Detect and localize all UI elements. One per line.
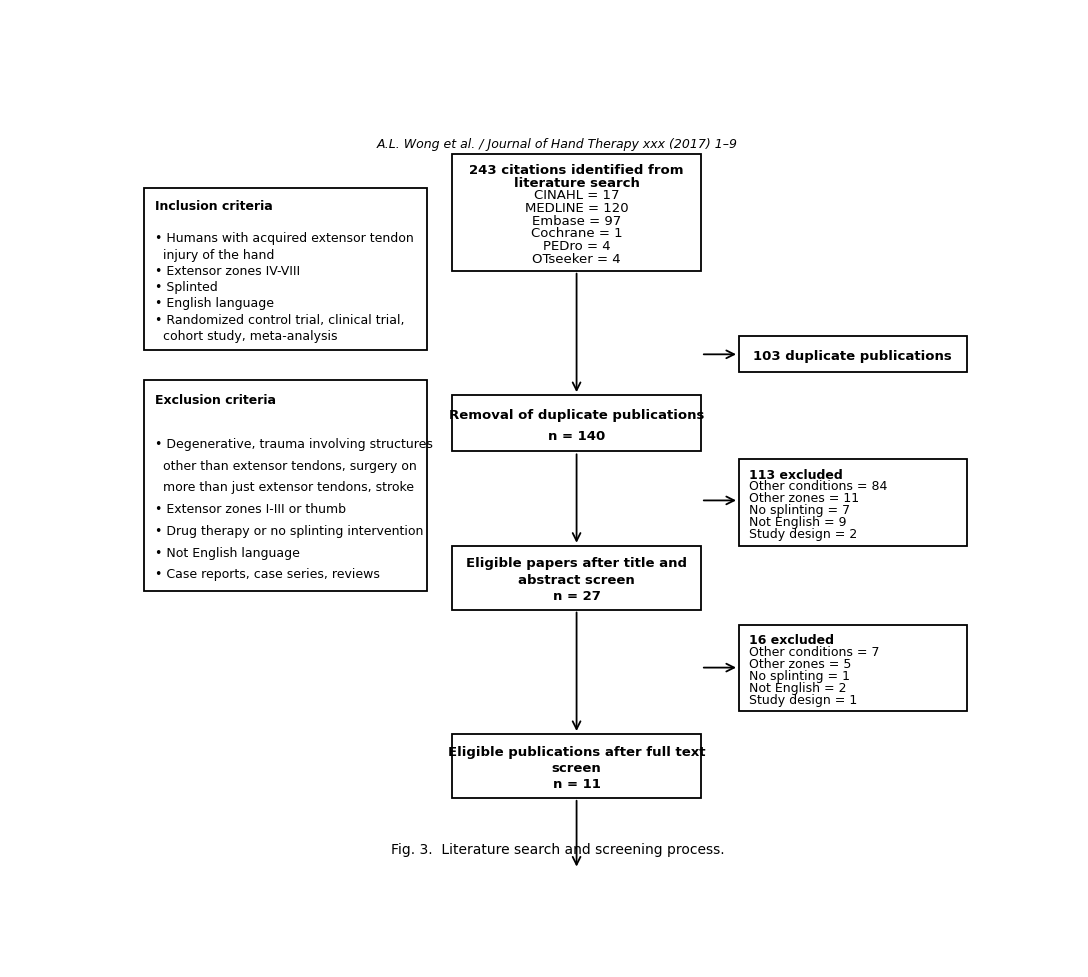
Text: Fig. 3.  Literature search and screening process.: Fig. 3. Literature search and screening … [391,842,725,856]
Text: more than just extensor tendons, stroke: more than just extensor tendons, stroke [154,481,413,493]
Text: Eligible papers after title and: Eligible papers after title and [466,557,688,570]
Text: Inclusion criteria: Inclusion criteria [154,199,272,212]
Text: MEDLINE = 120: MEDLINE = 120 [524,202,629,215]
Text: OTseeker = 4: OTseeker = 4 [532,253,621,266]
Text: No splinting = 1: No splinting = 1 [749,669,850,682]
Text: PEDro = 4: PEDro = 4 [543,240,610,253]
Text: • Not English language: • Not English language [154,546,299,559]
Text: Other zones = 11: Other zones = 11 [749,491,860,505]
Text: No splinting = 7: No splinting = 7 [749,504,850,517]
Text: Embase = 97: Embase = 97 [532,215,621,228]
Text: Eligible publications after full text: Eligible publications after full text [448,744,705,758]
Text: other than extensor tendons, surgery on: other than extensor tendons, surgery on [154,459,417,472]
FancyBboxPatch shape [739,625,966,711]
FancyBboxPatch shape [453,734,701,798]
Text: Study design = 2: Study design = 2 [749,528,857,540]
Text: 16 excluded: 16 excluded [749,633,834,647]
FancyBboxPatch shape [145,380,426,591]
Text: n = 11: n = 11 [553,778,601,790]
Text: screen: screen [552,761,602,774]
Text: • Randomized control trial, clinical trial,: • Randomized control trial, clinical tri… [154,314,404,326]
Text: injury of the hand: injury of the hand [154,248,274,261]
Text: 113 excluded: 113 excluded [749,468,843,481]
FancyBboxPatch shape [453,546,701,610]
Text: • Degenerative, trauma involving structures: • Degenerative, trauma involving structu… [154,438,432,450]
Text: n = 140: n = 140 [548,429,605,443]
Text: cohort study, meta-analysis: cohort study, meta-analysis [154,330,337,343]
FancyBboxPatch shape [453,154,701,272]
FancyBboxPatch shape [739,337,966,373]
Text: • English language: • English language [154,297,273,310]
Text: Removal of duplicate publications: Removal of duplicate publications [449,408,704,421]
Text: Exclusion criteria: Exclusion criteria [154,394,275,407]
Text: • Extensor zones I-III or thumb: • Extensor zones I-III or thumb [154,502,346,516]
Text: literature search: literature search [514,177,640,190]
Text: Study design = 1: Study design = 1 [749,693,857,706]
FancyBboxPatch shape [453,396,701,452]
Text: CINAHL = 17: CINAHL = 17 [534,190,619,202]
Text: Other conditions = 84: Other conditions = 84 [749,480,888,493]
Text: • Extensor zones IV-VIII: • Extensor zones IV-VIII [154,265,299,277]
Text: Not English = 2: Not English = 2 [749,681,846,694]
Text: • Drug therapy or no splinting intervention: • Drug therapy or no splinting intervent… [154,525,423,537]
Text: A.L. Wong et al. / Journal of Hand Therapy xxx (2017) 1–9: A.L. Wong et al. / Journal of Hand Thera… [378,139,738,151]
Text: 243 citations identified from: 243 citations identified from [469,164,684,177]
Text: • Case reports, case series, reviews: • Case reports, case series, reviews [154,568,380,580]
Text: abstract screen: abstract screen [518,573,635,586]
FancyBboxPatch shape [145,189,426,351]
Text: Other zones = 5: Other zones = 5 [749,658,852,670]
Text: 103 duplicate publications: 103 duplicate publications [753,350,952,363]
Text: Not English = 9: Not English = 9 [749,516,846,529]
Text: Cochrane = 1: Cochrane = 1 [531,228,622,240]
FancyBboxPatch shape [739,459,966,546]
Text: • Splinted: • Splinted [154,281,218,294]
Text: Other conditions = 7: Other conditions = 7 [749,646,879,658]
Text: n = 27: n = 27 [553,589,601,602]
Text: • Humans with acquired extensor tendon: • Humans with acquired extensor tendon [154,232,413,245]
